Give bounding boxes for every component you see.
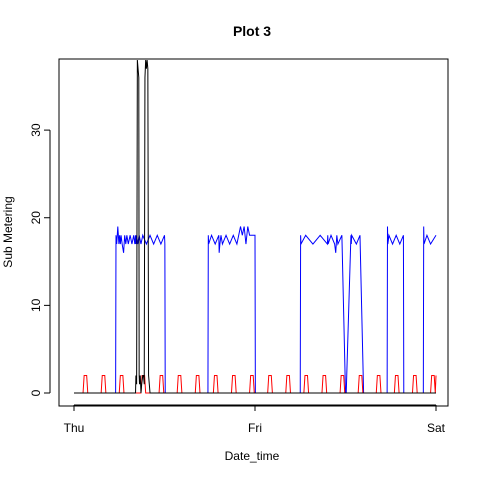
x-tick-label: Fri — [248, 421, 262, 435]
y-axis-label: Sub Metering — [1, 196, 15, 267]
y-tick-label: 30 — [29, 123, 43, 137]
chart-title: Plot 3 — [233, 23, 271, 39]
x-axis: Thu Fri Sat — [64, 404, 446, 435]
series-layer — [74, 59, 437, 394]
y-tick-label: 10 — [29, 298, 43, 312]
y-tick-label: 0 — [29, 389, 43, 396]
x-tick-label: Thu — [64, 421, 85, 435]
series-line-2 — [74, 59, 436, 394]
plot-area — [58, 58, 449, 407]
y-axis: 0 10 20 30 — [29, 123, 51, 396]
y-tick-label: 20 — [29, 211, 43, 225]
x-axis-label: Date_time — [225, 449, 280, 463]
x-tick-label: Sat — [427, 421, 446, 435]
